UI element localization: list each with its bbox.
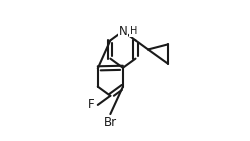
Text: F: F [88,98,94,111]
Text: Br: Br [104,116,117,129]
Text: N: N [118,25,127,38]
Text: H: H [129,26,136,36]
